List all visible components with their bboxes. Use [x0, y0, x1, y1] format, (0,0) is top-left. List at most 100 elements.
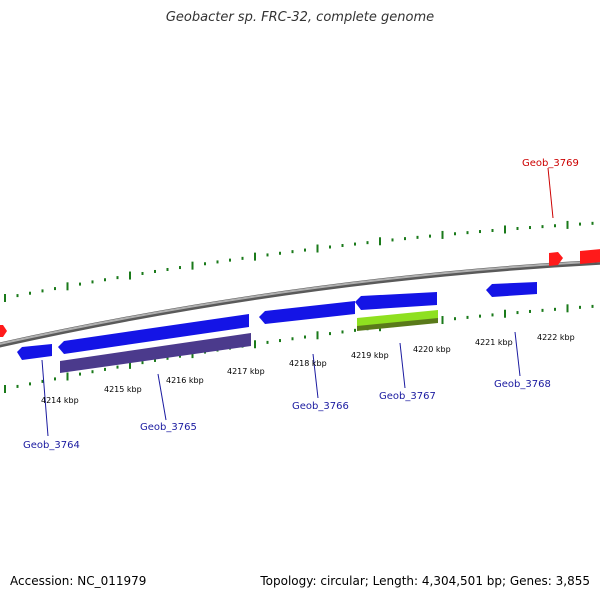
minor-tick [479, 314, 481, 318]
major-tick [191, 261, 194, 270]
minor-tick [16, 384, 19, 388]
major-tick [254, 252, 256, 261]
minor-tick [116, 276, 119, 280]
gene-arrow-3766[interactable] [259, 301, 355, 324]
minor-tick [541, 308, 544, 312]
minor-tick [404, 237, 406, 241]
minor-tick [454, 317, 456, 321]
gene-label-3764[interactable]: Geob_3764 [23, 440, 80, 451]
major-tick [4, 385, 6, 393]
genome-summary-text: Topology: circular; Length: 4,304,501 bp… [260, 574, 590, 588]
minor-tick [41, 289, 44, 293]
minor-tick [104, 278, 106, 282]
protein-feature-bar[interactable] [60, 333, 251, 373]
minor-tick [466, 231, 469, 235]
gene-label-3767[interactable]: Geob_3767 [379, 391, 436, 402]
gene-arrow-3765[interactable] [58, 314, 249, 354]
major-tick [4, 294, 6, 302]
minor-tick [204, 262, 206, 266]
minor-tick [554, 224, 556, 228]
accession-text: Accession: NC_011979 [10, 574, 147, 588]
label-leaders [41, 167, 554, 437]
minor-tick [16, 294, 19, 298]
minor-tick [154, 358, 156, 362]
tick-label: 4222 kbp [537, 333, 575, 342]
gene-arrow[interactable] [0, 325, 7, 337]
minor-tick [354, 328, 356, 332]
minor-tick [341, 330, 344, 334]
minor-tick [579, 305, 581, 309]
minor-tick [304, 335, 306, 339]
gene-label-3768[interactable]: Geob_3768 [494, 379, 551, 390]
minor-tick [329, 332, 331, 336]
major-tick [316, 244, 319, 253]
gene-label-3769[interactable]: Geob_3769 [522, 158, 579, 169]
minor-tick [479, 230, 481, 234]
major-tick [66, 372, 69, 381]
gene-arrow[interactable] [549, 252, 563, 266]
minor-tick [41, 379, 44, 383]
minor-tick [304, 248, 306, 252]
gene-label-3766[interactable]: Geob_3766 [292, 401, 349, 412]
major-tick [441, 316, 444, 325]
minor-tick [216, 260, 219, 264]
gene-arrow-3768[interactable] [486, 282, 537, 297]
major-tick [566, 304, 569, 313]
gene-arrow-3764[interactable] [17, 344, 52, 360]
minor-tick [516, 226, 519, 230]
minor-tick [416, 235, 419, 239]
minor-tick [454, 232, 456, 236]
minor-tick [529, 226, 531, 230]
minor-tick [79, 282, 81, 286]
major-tick [129, 360, 131, 369]
minor-tick [291, 337, 294, 341]
major-tick [254, 340, 256, 349]
minor-tick [29, 382, 31, 386]
minor-tick [491, 313, 494, 317]
minor-tick [141, 361, 144, 365]
major-tick [316, 331, 319, 340]
major-tick [129, 271, 131, 280]
tick-label: 4220 kbp [413, 345, 451, 354]
gene-arrow-3767[interactable] [355, 292, 437, 310]
minor-tick [491, 228, 494, 232]
leader-3768 [514, 331, 521, 377]
major-tick [566, 220, 569, 229]
tick-label: 4218 kbp [289, 359, 327, 368]
leader-3769 [547, 167, 554, 219]
minor-tick [541, 225, 544, 229]
minor-tick [329, 245, 331, 249]
tick-label: 4216 kbp [166, 376, 204, 385]
major-tick [441, 230, 444, 239]
genome-backbone [0, 259, 600, 348]
gene-label-3765[interactable]: Geob_3765 [140, 422, 197, 433]
minor-tick [266, 340, 269, 344]
minor-tick [341, 244, 344, 248]
minor-tick [516, 311, 519, 315]
major-tick [66, 282, 69, 291]
minor-tick [154, 269, 156, 273]
tick-label: 4219 kbp [351, 351, 389, 360]
minor-tick [591, 304, 594, 308]
forward-genes [0, 249, 600, 337]
minor-tick [554, 307, 556, 311]
tick-label: 4217 kbp [227, 367, 265, 376]
minor-tick [54, 377, 56, 381]
upper-tick-row [4, 220, 594, 302]
leader-3766 [312, 353, 319, 399]
minor-tick [141, 271, 144, 275]
tick-label: 4215 kbp [104, 385, 142, 394]
protein-feature-bar-2-shadow [357, 318, 438, 331]
minor-tick [179, 354, 181, 358]
leader-3767 [399, 342, 406, 389]
minor-tick [429, 234, 431, 238]
leader-3764 [41, 359, 49, 437]
tick-label: 4221 kbp [475, 338, 513, 347]
minor-tick [366, 241, 369, 245]
protein-feature-bar-2[interactable] [357, 310, 438, 328]
tick-labels: 4214 kbp 4215 kbp 4216 kbp 4217 kbp 4218… [41, 333, 575, 405]
gene-arrow[interactable] [580, 249, 600, 264]
minor-tick [529, 309, 531, 313]
minor-tick [266, 253, 269, 257]
